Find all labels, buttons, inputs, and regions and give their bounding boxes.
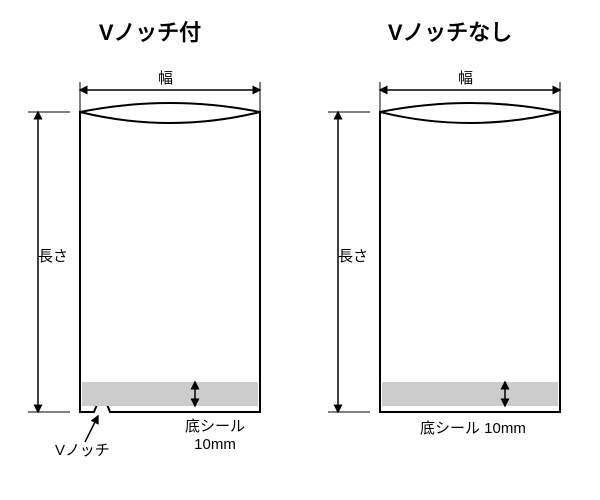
seal-label-right: 底シール 10mm xyxy=(420,417,526,438)
panel-without-notch: Vノッチなし 幅 長さ 底シール 10mm xyxy=(310,15,590,477)
width-label-right: 幅 xyxy=(458,67,473,88)
length-label-left: 長さ xyxy=(38,245,68,266)
seal-label-left: 底シール 10mm xyxy=(185,415,245,453)
length-label-right: 長さ xyxy=(338,245,368,266)
notch-label: Vノッチ xyxy=(55,439,110,460)
diagram-left xyxy=(10,72,290,472)
title-right: Vノッチなし xyxy=(310,15,590,47)
diagram-right xyxy=(310,72,590,472)
dual-diagram: Vノッチ付 xyxy=(0,0,600,477)
panel-with-notch: Vノッチ付 xyxy=(10,15,290,477)
title-left: Vノッチ付 xyxy=(10,15,290,47)
width-label-left: 幅 xyxy=(158,67,173,88)
